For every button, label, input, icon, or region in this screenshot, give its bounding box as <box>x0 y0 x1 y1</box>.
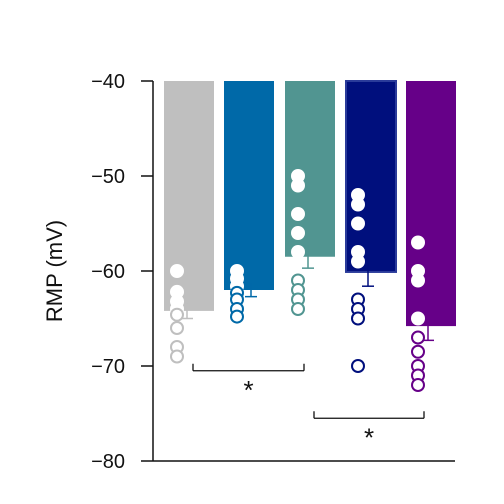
data-point <box>351 311 365 326</box>
significance-star: * <box>243 375 253 405</box>
data-point <box>411 311 425 326</box>
significance-star: * <box>364 422 374 452</box>
data-point <box>411 378 425 392</box>
data-point <box>230 309 244 324</box>
data-point <box>170 321 184 335</box>
data-point <box>411 344 425 359</box>
bar <box>285 81 335 257</box>
data-point <box>170 264 184 278</box>
bar <box>164 81 214 311</box>
bar <box>406 81 456 327</box>
y-axis-label: RMP (mV) <box>42 220 67 322</box>
y-tick-label: −80 <box>91 451 125 473</box>
data-point <box>351 359 365 373</box>
y-tick-label: −40 <box>91 71 125 93</box>
data-point <box>291 207 305 221</box>
error-bars <box>181 245 434 342</box>
y-tick-label: −60 <box>91 261 125 283</box>
data-point <box>291 226 305 240</box>
significance-annotations: ** <box>192 363 425 452</box>
data-point <box>291 302 305 316</box>
data-point <box>351 216 365 231</box>
data-point <box>411 273 425 288</box>
data-point <box>411 235 425 250</box>
data-point <box>170 349 184 364</box>
data-point <box>291 245 305 259</box>
y-tick-label: −70 <box>91 356 125 378</box>
y-tick-label: −50 <box>91 166 125 188</box>
data-points <box>170 169 425 392</box>
data-point <box>351 254 365 269</box>
bar <box>345 80 397 273</box>
data-point <box>411 330 425 345</box>
data-point <box>351 197 365 212</box>
y-axis: −40 −50 −60 −70 −80 <box>91 71 455 473</box>
data-point <box>291 178 305 193</box>
bars <box>164 80 456 327</box>
data-point <box>170 307 184 322</box>
bar <box>224 81 274 290</box>
